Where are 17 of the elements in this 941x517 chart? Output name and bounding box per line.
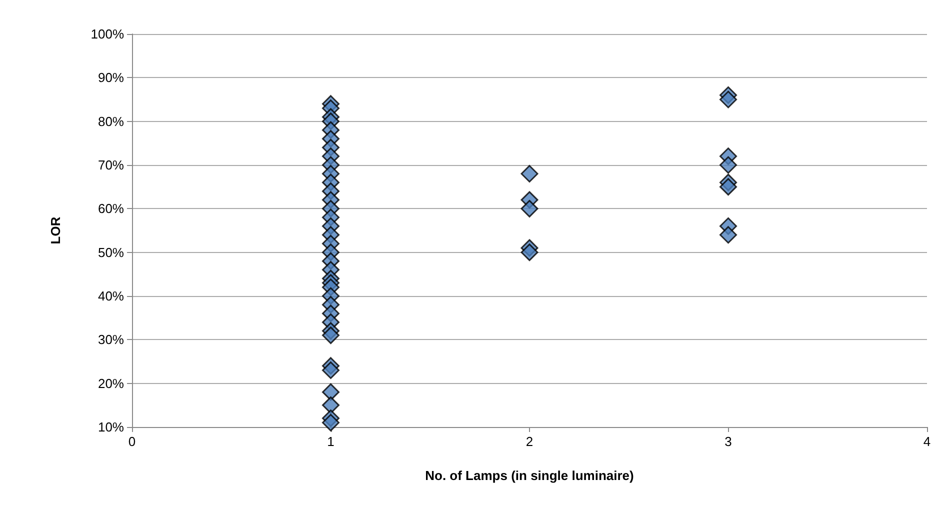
y-tick-label: 90%	[98, 70, 124, 86]
y-tick-label: 80%	[98, 114, 124, 129]
x-tick-label: 0	[128, 434, 136, 449]
x-tick-label: 3	[724, 434, 732, 449]
y-tick-label: 20%	[98, 376, 124, 391]
y-tick-label: 30%	[98, 332, 124, 348]
x-axis-title: No. of Lamps (in single luminaire)	[425, 468, 634, 483]
y-axis-title: LOR	[48, 216, 63, 244]
y-tick-label: 70%	[98, 158, 124, 172]
y-tick-label: 100%	[90, 26, 124, 42]
x-tick-label: 2	[526, 434, 534, 449]
y-tick-label: 50%	[98, 244, 124, 260]
x-tick-label: 1	[327, 434, 334, 449]
y-tick-label: 60%	[98, 201, 124, 216]
x-tick-label: 4	[923, 434, 931, 449]
y-tick-label: 40%	[98, 288, 124, 304]
y-tick-label: 10%	[98, 420, 124, 434]
